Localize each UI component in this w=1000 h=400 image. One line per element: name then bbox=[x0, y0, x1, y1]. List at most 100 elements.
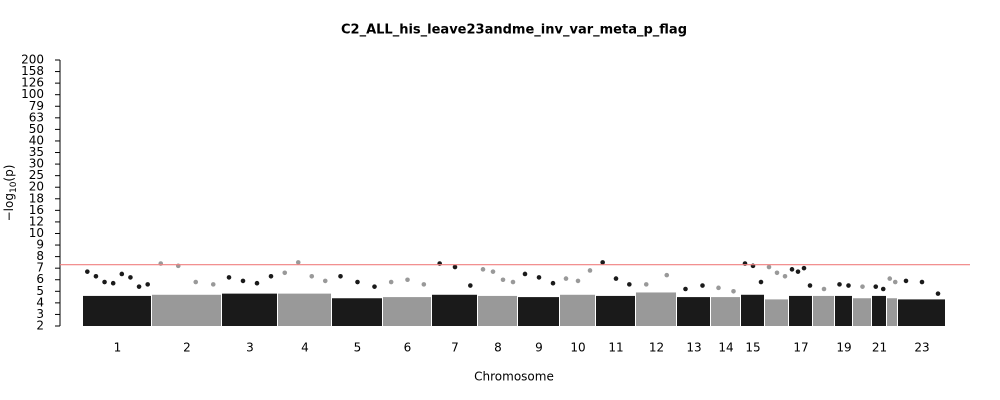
snp-point bbox=[240, 278, 246, 284]
x-tick-label: 1 bbox=[114, 341, 122, 355]
y-axis-label: −log10(p) bbox=[2, 165, 19, 222]
snp-point bbox=[795, 269, 801, 274]
snp-bulk bbox=[478, 295, 517, 326]
y-tick-label: 50 bbox=[29, 122, 44, 136]
x-tick-label: 9 bbox=[535, 341, 543, 355]
snp-bulk bbox=[278, 293, 331, 326]
x-tick-label: 7 bbox=[451, 341, 459, 355]
x-tick-label: 12 bbox=[649, 341, 664, 355]
snp-point bbox=[700, 283, 705, 288]
snp-point bbox=[468, 283, 473, 288]
x-tick-label: 4 bbox=[301, 341, 309, 355]
snp-point bbox=[309, 273, 315, 279]
snp-point bbox=[490, 269, 496, 274]
snp-point bbox=[643, 282, 649, 287]
snp-point bbox=[226, 275, 232, 280]
x-tick-label: 23 bbox=[914, 341, 929, 355]
y-tick-label: 126 bbox=[21, 76, 44, 90]
y-tick-label: 12 bbox=[29, 214, 44, 228]
snp-bulk bbox=[898, 299, 945, 326]
snp-point bbox=[758, 279, 764, 285]
y-tick-label: 158 bbox=[21, 64, 44, 78]
y-label-part: −log bbox=[2, 193, 16, 221]
snp-point bbox=[405, 277, 410, 283]
snp-bulk bbox=[813, 295, 834, 326]
x-tick-label: 8 bbox=[494, 341, 502, 355]
snp-bulk bbox=[383, 297, 431, 326]
snp-point bbox=[510, 279, 516, 285]
snp-point bbox=[193, 279, 199, 285]
y-label-sub: 10 bbox=[9, 181, 19, 193]
snp-point bbox=[919, 279, 925, 285]
y-tick-label: 4 bbox=[36, 295, 44, 309]
snp-point bbox=[322, 278, 328, 284]
snp-point bbox=[600, 260, 605, 265]
y-tick-label: 25 bbox=[29, 168, 44, 182]
snp-point bbox=[145, 282, 150, 287]
y-tick-label: 5 bbox=[36, 284, 44, 298]
y-tick-label: 8 bbox=[36, 249, 44, 263]
snp-bulk bbox=[835, 295, 852, 326]
y-tick-label: 20 bbox=[29, 180, 44, 194]
snp-point bbox=[355, 279, 360, 285]
snp-point bbox=[550, 280, 556, 286]
snp-bulk bbox=[518, 297, 559, 326]
snp-point bbox=[102, 279, 107, 285]
snp-bulk bbox=[332, 298, 382, 326]
x-tick-label: 19 bbox=[836, 341, 851, 355]
x-axis-label: Chromosome bbox=[474, 370, 554, 384]
snp-bulk bbox=[789, 295, 812, 326]
y-tick-label: 7 bbox=[36, 261, 44, 275]
snp-point bbox=[766, 264, 772, 270]
snp-point bbox=[480, 267, 486, 272]
x-tick-label: 2 bbox=[183, 341, 191, 355]
snp-bulk bbox=[560, 294, 595, 326]
snp-point bbox=[295, 260, 301, 265]
x-tick-label: 11 bbox=[608, 341, 623, 355]
snp-point bbox=[421, 282, 427, 287]
x-tick-label: 5 bbox=[354, 341, 362, 355]
snp-bulk bbox=[152, 294, 221, 326]
snp-bulk bbox=[83, 295, 151, 326]
snp-point bbox=[731, 289, 736, 294]
snp-point bbox=[903, 278, 909, 284]
snp-point bbox=[93, 273, 99, 279]
x-tick-label: 6 bbox=[404, 341, 412, 355]
snp-point bbox=[935, 291, 941, 296]
y-tick-label: 9 bbox=[36, 238, 44, 252]
snp-point bbox=[807, 283, 813, 288]
y-tick-label: 30 bbox=[29, 157, 44, 171]
y-tick-label: 200 bbox=[21, 53, 44, 67]
snp-point bbox=[128, 275, 133, 280]
snp-point bbox=[338, 273, 343, 279]
snp-point bbox=[887, 276, 893, 281]
snp-point bbox=[119, 271, 125, 277]
snp-point bbox=[110, 280, 116, 286]
y-tick-label: 63 bbox=[29, 110, 44, 124]
snp-point bbox=[789, 267, 795, 272]
snp-point bbox=[254, 280, 260, 286]
snp-bulk bbox=[711, 297, 740, 326]
snp-point bbox=[860, 284, 865, 289]
snp-point bbox=[801, 265, 807, 271]
snp-point bbox=[575, 278, 581, 284]
snp-point bbox=[388, 279, 394, 285]
snp-point bbox=[136, 284, 142, 289]
snp-point bbox=[587, 268, 593, 273]
x-tick-label: 17 bbox=[793, 341, 808, 355]
snp-bulk bbox=[596, 295, 635, 326]
snp-point bbox=[627, 282, 632, 287]
snp-bulk bbox=[222, 293, 277, 326]
y-tick-label: 6 bbox=[36, 272, 44, 286]
y-tick-label: 35 bbox=[29, 145, 44, 159]
snp-point bbox=[837, 282, 842, 287]
chart-title: C2_ALL_his_leave23andme_inv_var_meta_p_f… bbox=[341, 23, 687, 38]
y-tick-label: 40 bbox=[29, 133, 44, 147]
snp-point bbox=[85, 269, 90, 274]
snp-point bbox=[873, 284, 879, 289]
snp-point bbox=[880, 286, 886, 292]
y-label-part: (p) bbox=[2, 165, 16, 182]
y-tick-label: 2 bbox=[36, 319, 44, 333]
snp-point bbox=[774, 270, 780, 276]
